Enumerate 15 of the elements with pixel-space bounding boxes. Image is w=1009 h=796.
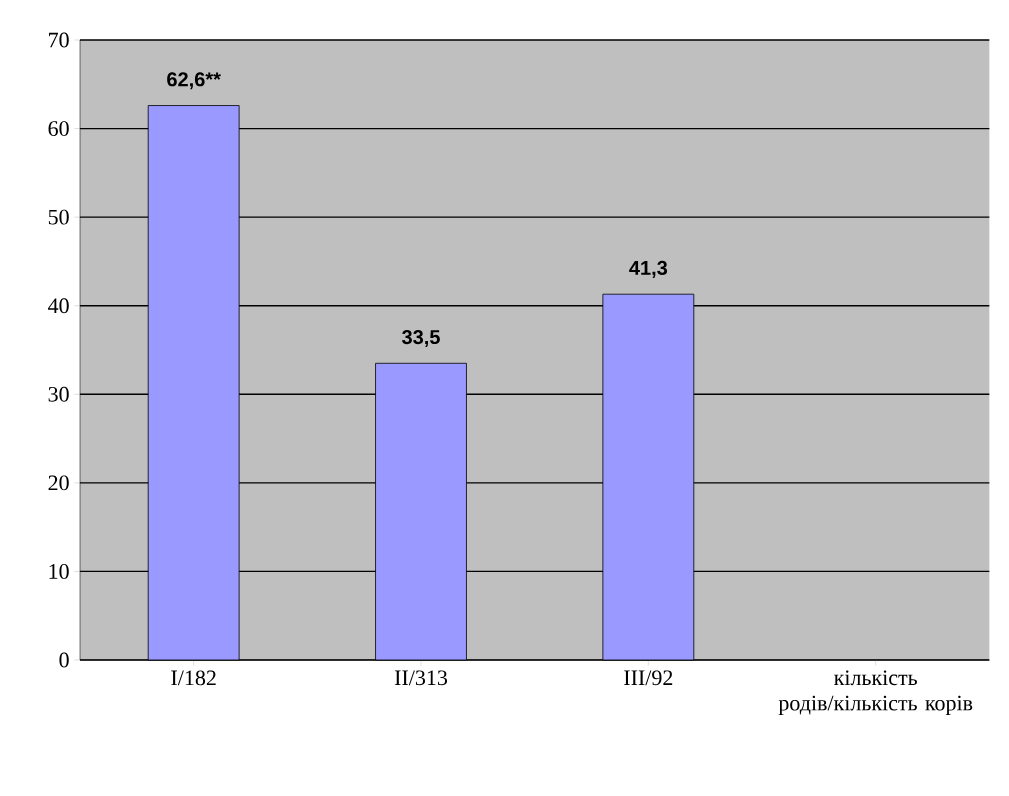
x-tick-label: I/182 xyxy=(171,670,216,686)
y-tick-label: 10 xyxy=(49,564,69,579)
y-tick-label: 0 xyxy=(59,652,69,668)
y-tick-label: 60 xyxy=(48,121,69,136)
y-tick-label: 50 xyxy=(48,209,69,225)
y-tick-label: 40 xyxy=(48,298,69,314)
x-tick-label: кількість родів/кількість корів xyxy=(778,670,973,715)
y-tick-label: 30 xyxy=(48,386,69,402)
data-label: 33,5 xyxy=(402,329,440,348)
y-tick-label: 70 xyxy=(49,32,69,48)
x-tick-label: III/92 xyxy=(624,670,673,686)
x-tick-label: II/313 xyxy=(394,670,448,686)
y-tick-label: 20 xyxy=(48,475,69,491)
data-label: 62,6** xyxy=(167,72,221,90)
data-label: 41,3 xyxy=(629,260,668,278)
